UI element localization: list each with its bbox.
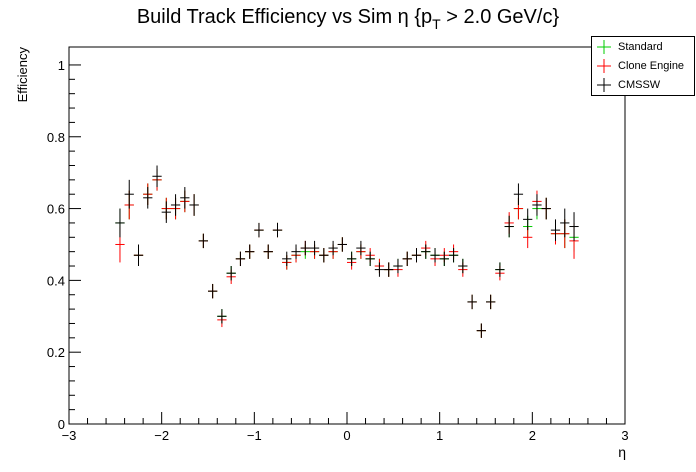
data-point — [393, 258, 403, 274]
x-tick-label: 2 — [529, 428, 536, 443]
data-point — [495, 262, 505, 277]
y-tick-label: 0 — [58, 417, 65, 432]
legend-label-standard: Standard — [618, 41, 663, 53]
data-point — [226, 266, 236, 281]
legend-label-cmssw: CMSSW — [618, 79, 661, 91]
legend-item-standard: Standard — [596, 38, 694, 56]
data-point — [458, 258, 468, 274]
data-point — [189, 194, 199, 216]
data-point — [402, 251, 412, 267]
data-point — [523, 208, 533, 231]
x-tick-label: −3 — [62, 428, 77, 443]
data-point — [115, 208, 125, 238]
y-tick-label: 0.6 — [47, 202, 65, 217]
data-point — [513, 183, 524, 205]
data-point — [170, 194, 181, 216]
data-point — [272, 222, 283, 238]
data-point — [282, 251, 292, 267]
data-point — [161, 201, 171, 223]
x-tick-label: 3 — [621, 428, 628, 443]
chart-title-main: Build Track Efficiency vs Sim η {p — [136, 6, 433, 28]
legend-item-clone-engine: Clone Engine — [596, 57, 694, 75]
data-point — [263, 244, 273, 259]
x-tick-label: −1 — [247, 428, 262, 443]
axes: −3 −2 −1 0 1 2 3 0 0.2 0.4 0.6 0.8 1 — [47, 46, 629, 443]
data-point — [254, 222, 264, 238]
data-point — [309, 240, 320, 256]
data-point — [143, 187, 153, 209]
data-point — [467, 294, 477, 310]
data-point — [439, 251, 449, 267]
data-point — [180, 187, 190, 209]
x-tick-label: 0 — [343, 428, 350, 443]
data-point — [486, 294, 496, 310]
series-cmssw — [115, 165, 579, 338]
y-tick-label: 0.8 — [47, 130, 65, 145]
data-marks — [115, 165, 579, 338]
data-point — [448, 248, 459, 263]
legend-symbol-cmssw — [597, 78, 611, 92]
x-tick-label: −2 — [154, 428, 169, 443]
data-point — [208, 283, 218, 299]
chart-title-tail: > 2.0 GeV/c} — [440, 6, 560, 28]
plot-frame — [68, 46, 626, 425]
data-point — [152, 165, 162, 188]
data-point — [347, 251, 357, 267]
y-axis-label: Efficiency — [15, 47, 30, 103]
x-axis-label: η — [618, 444, 626, 460]
data-point — [541, 197, 551, 220]
data-point — [245, 244, 255, 259]
data-point — [356, 240, 366, 256]
data-point — [319, 248, 329, 263]
data-point — [328, 240, 338, 256]
data-point — [476, 323, 486, 338]
data-point — [430, 248, 440, 263]
data-point — [337, 237, 347, 252]
legend-symbol-standard — [597, 40, 611, 54]
data-point — [532, 194, 542, 216]
data-point — [569, 212, 579, 241]
data-point — [300, 240, 310, 256]
legend: Standard Clone Engine CMSSW — [591, 36, 695, 96]
data-point — [421, 244, 431, 259]
data-point — [411, 248, 422, 263]
data-point — [198, 233, 208, 249]
data-point — [291, 244, 301, 259]
data-point — [560, 208, 570, 238]
data-point — [550, 219, 561, 241]
chart-title: Build Track Efficiency vs Sim η {pT > 2.… — [0, 6, 696, 32]
data-point — [384, 262, 394, 277]
chart-title-subscript: T — [432, 16, 441, 32]
data-point — [217, 309, 227, 324]
legend-label-clone-engine: Clone Engine — [618, 60, 685, 72]
data-point — [365, 251, 375, 267]
legend-item-cmssw: CMSSW — [596, 76, 694, 94]
y-tick-label: 0.4 — [47, 273, 65, 288]
y-tick-label: 0.2 — [47, 345, 65, 360]
data-point — [124, 179, 134, 209]
y-tick-label: 1 — [58, 58, 65, 73]
x-tick-label: 1 — [436, 428, 443, 443]
data-point — [374, 262, 385, 277]
legend-symbol-clone-engine — [597, 59, 611, 73]
data-point — [133, 244, 144, 267]
data-point — [504, 215, 514, 238]
data-point — [235, 251, 246, 267]
